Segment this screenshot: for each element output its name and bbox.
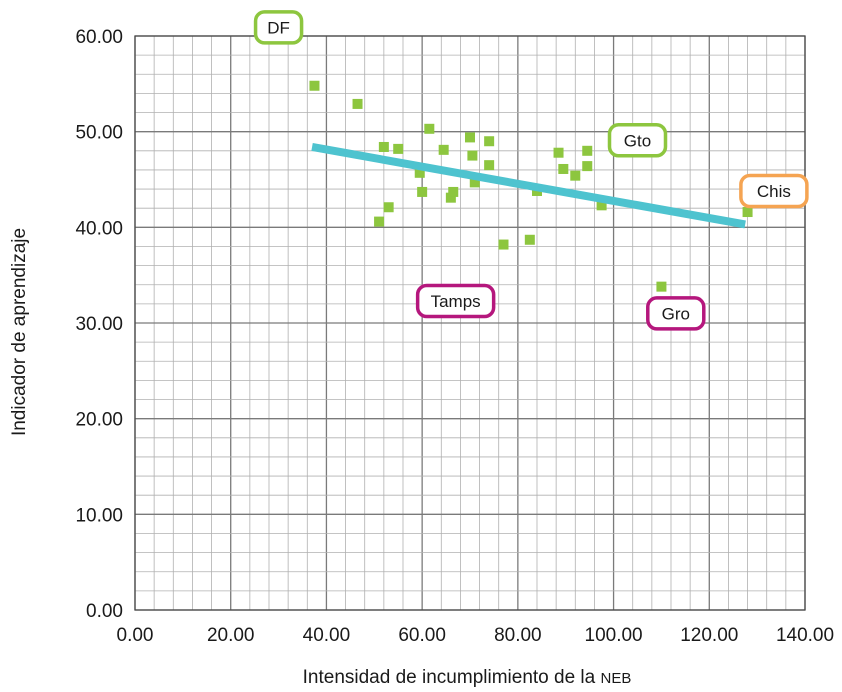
annotation-label: Tamps: [431, 292, 481, 311]
y-axis-tick-labels: 0.00 10.00 20.00 30.00 40.00 50.00 60.00: [75, 27, 123, 622]
plot-border: [134, 35, 806, 611]
y-tick-label: 10.00: [75, 505, 123, 526]
data-point: [465, 132, 475, 143]
annotation-df: DF: [253, 10, 304, 45]
trend-line: [311, 143, 746, 229]
data-point: [445, 192, 456, 203]
data-point: [448, 186, 459, 197]
annotation-gro: Gro: [646, 296, 706, 331]
annotation-chis: Chis: [739, 173, 809, 209]
data-point: [742, 207, 753, 218]
x-axis-tick-labels: 0.00 20.00 40.00 60.00 80.00 100.00 120.00 140.…: [117, 625, 835, 646]
annotation-label: Gto: [624, 131, 651, 150]
data-point: [582, 145, 593, 156]
data-point: [438, 144, 449, 155]
data-point: [484, 136, 495, 147]
annotation-box: [646, 296, 706, 331]
x-tick-label: 0.00: [117, 625, 154, 646]
data-point: [596, 200, 607, 211]
data-point: [582, 161, 593, 172]
data-point: [414, 167, 425, 178]
data-point: [484, 160, 495, 171]
y-tick-label: 50.00: [75, 123, 123, 144]
annotation-box: [607, 123, 668, 158]
data-point: [374, 216, 385, 227]
data-point: [378, 141, 389, 152]
annotation-tamps: Tamps: [415, 283, 496, 319]
x-axis-title-acronym: NEB: [601, 670, 632, 687]
state-annotations: DF Gto Chis Tamps Gro: [253, 10, 809, 331]
x-tick-label: 40.00: [303, 625, 351, 646]
annotation-box: [415, 283, 496, 319]
y-tick-label: 20.00: [75, 410, 123, 431]
data-point: [417, 186, 428, 197]
data-point: [656, 281, 667, 292]
annotation-label: Chis: [757, 182, 791, 201]
annotation-gto: Gto: [607, 123, 668, 158]
data-point: [424, 123, 435, 134]
y-axis-title: Indicador de aprendizaje: [9, 228, 30, 436]
x-tick-label: 140.00: [776, 625, 834, 646]
data-point: [469, 177, 480, 188]
data-point: [467, 150, 478, 161]
data-point: [393, 143, 404, 154]
x-axis-title-text: Intensidad de incumplimiento de la: [303, 667, 596, 688]
data-point: [558, 163, 569, 174]
data-point: [553, 147, 564, 158]
annotation-label: Gro: [662, 304, 690, 323]
annotation-label: DF: [267, 18, 290, 37]
data-point: [309, 80, 320, 91]
x-tick-label: 120.00: [680, 625, 738, 646]
x-axis-title: Intensidad de incumplimiento de la NEB: [303, 667, 632, 688]
x-tick-label: 20.00: [207, 625, 255, 646]
x-tick-label: 60.00: [398, 625, 446, 646]
annotation-box: [253, 10, 304, 45]
trend-line-group: [311, 143, 746, 229]
y-tick-label: 30.00: [75, 314, 123, 335]
data-point: [352, 98, 363, 109]
y-tick-label: 40.00: [75, 218, 123, 239]
data-point: [498, 239, 509, 250]
x-tick-label: 100.00: [585, 625, 643, 646]
y-tick-label: 60.00: [75, 27, 123, 48]
annotation-box: [739, 173, 809, 209]
data-point: [524, 234, 535, 245]
x-tick-label: 80.00: [494, 625, 542, 646]
y-tick-label: 0.00: [86, 601, 123, 622]
data-point: [383, 202, 394, 213]
data-point: [570, 170, 581, 181]
